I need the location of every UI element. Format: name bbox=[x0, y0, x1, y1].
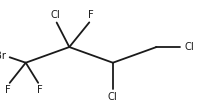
Text: F: F bbox=[5, 85, 11, 95]
Text: Cl: Cl bbox=[108, 92, 118, 102]
Text: F: F bbox=[88, 10, 94, 20]
Text: Cl: Cl bbox=[184, 42, 194, 52]
Text: Cl: Cl bbox=[50, 10, 60, 20]
Text: Br: Br bbox=[0, 51, 6, 61]
Text: F: F bbox=[37, 85, 43, 95]
